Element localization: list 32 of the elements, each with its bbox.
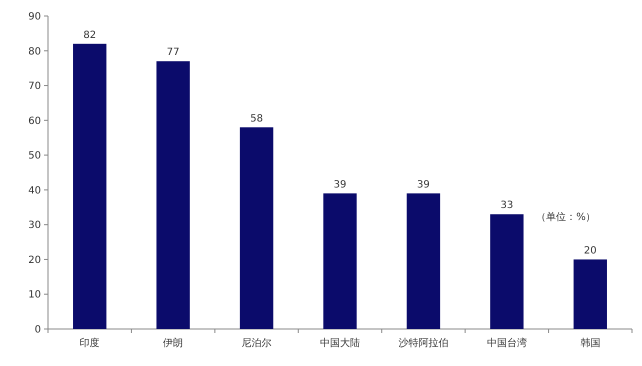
bar: [73, 44, 106, 329]
data-label: 39: [334, 179, 346, 190]
data-label: 39: [417, 179, 430, 190]
data-label: 77: [166, 47, 180, 58]
y-tick-label: 50: [28, 150, 41, 162]
x-tick-label: 中国大陆: [320, 337, 360, 349]
bar: [490, 214, 524, 329]
x-tick-label: 印度: [80, 337, 100, 349]
y-tick-label: 10: [28, 290, 41, 301]
data-label: 58: [250, 113, 263, 124]
y-tick-label: 20: [28, 254, 41, 266]
x-tick-label: 沙特阿拉伯: [398, 337, 448, 349]
bar: [323, 193, 357, 329]
data-label: 33: [500, 200, 514, 212]
y-tick-label: 70: [28, 81, 41, 92]
y-tick-label: 60: [28, 116, 41, 127]
y-tick-label: 30: [28, 220, 41, 232]
y-tick-label: 0: [34, 324, 41, 336]
y-tick-label: 80: [28, 46, 41, 58]
x-tick-label: 中国台湾: [486, 337, 527, 349]
bar: [406, 193, 440, 329]
data-label: 20: [584, 245, 597, 256]
x-tick-label: 伊朗: [163, 337, 184, 349]
x-tick-label: 韩国: [580, 337, 600, 349]
y-tick-label: 90: [28, 12, 41, 22]
bar: [240, 127, 274, 329]
x-tick-label: 尼泊尔: [242, 337, 272, 349]
y-tick-label: 40: [28, 185, 41, 196]
bar: [156, 61, 190, 329]
data-label: 82: [83, 30, 96, 41]
bar: [574, 259, 607, 329]
annotation: （单位：%）: [536, 211, 596, 223]
